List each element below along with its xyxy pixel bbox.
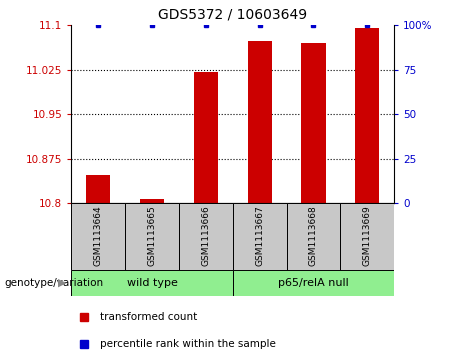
Text: p65/relA null: p65/relA null <box>278 278 349 288</box>
Bar <box>248 41 272 203</box>
Text: GSM1113664: GSM1113664 <box>94 205 103 266</box>
Bar <box>140 199 164 203</box>
Bar <box>301 43 325 203</box>
Text: percentile rank within the sample: percentile rank within the sample <box>100 339 277 349</box>
Bar <box>71 203 125 270</box>
Bar <box>233 270 394 296</box>
Bar <box>86 175 111 203</box>
Text: GSM1113669: GSM1113669 <box>363 205 372 266</box>
Text: wild type: wild type <box>127 278 177 288</box>
Bar <box>71 270 233 296</box>
Title: GDS5372 / 10603649: GDS5372 / 10603649 <box>158 8 307 21</box>
Bar <box>355 28 379 203</box>
Text: genotype/variation: genotype/variation <box>5 278 104 288</box>
Text: ▶: ▶ <box>58 278 66 288</box>
Text: GSM1113666: GSM1113666 <box>201 205 210 266</box>
Text: GSM1113665: GSM1113665 <box>148 205 157 266</box>
Bar <box>340 203 394 270</box>
Bar <box>125 203 179 270</box>
Bar <box>179 203 233 270</box>
Text: GSM1113668: GSM1113668 <box>309 205 318 266</box>
Bar <box>233 203 287 270</box>
Bar <box>194 72 218 203</box>
Text: GSM1113667: GSM1113667 <box>255 205 264 266</box>
Text: transformed count: transformed count <box>100 312 198 322</box>
Bar <box>287 203 340 270</box>
